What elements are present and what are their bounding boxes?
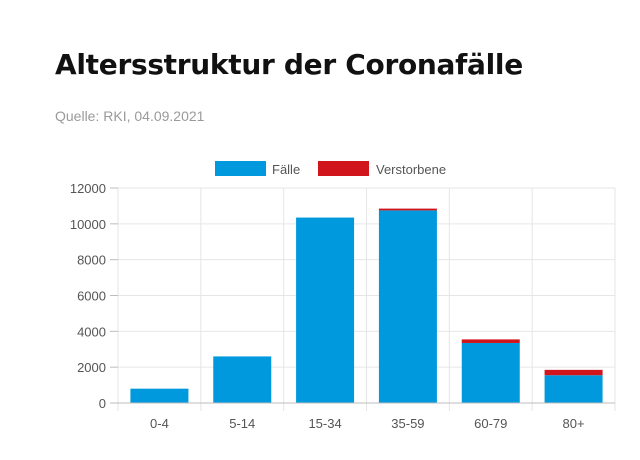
bar-deaths <box>378 208 437 211</box>
x-tick-label: 15-34 <box>308 416 341 431</box>
bar-cases <box>461 342 520 403</box>
bar-cases <box>213 356 272 403</box>
chart-grid <box>117 187 616 411</box>
legend-deaths-swatch <box>318 161 369 176</box>
bar-cases <box>378 210 437 403</box>
bar-cases <box>296 217 355 403</box>
chart-axes: 0 2000 4000 6000 8000 10000 12000 0-4 5-14 15-34 3… <box>70 181 615 431</box>
chart-bars <box>130 208 603 403</box>
bar-deaths <box>544 369 603 376</box>
y-tick-label: 2000 <box>77 360 106 375</box>
y-tick-label: 6000 <box>77 289 106 304</box>
y-tick-label: 8000 <box>77 253 106 268</box>
bar-cases <box>130 388 189 403</box>
bar-cases <box>544 375 603 403</box>
y-tick-label: 12000 <box>70 181 106 196</box>
legend-cases-swatch <box>215 161 266 176</box>
x-tick-label: 80+ <box>563 416 585 431</box>
y-tick-label: 4000 <box>77 324 106 339</box>
chart-legend: Fälle Verstorbene <box>215 161 446 177</box>
y-tick-label: 0 <box>99 396 106 411</box>
legend-cases-label: Fälle <box>272 162 300 177</box>
legend-deaths-label: Verstorbene <box>376 162 446 177</box>
bar-deaths <box>461 339 520 343</box>
x-tick-label: 60-79 <box>474 416 507 431</box>
y-tick-label: 10000 <box>70 217 106 232</box>
chart-title: Altersstruktur der Coronafälle <box>55 48 523 81</box>
x-tick-label: 0-4 <box>150 416 169 431</box>
x-tick-label: 5-14 <box>229 416 255 431</box>
chart-source: Quelle: RKI, 04.09.2021 <box>55 108 205 124</box>
x-tick-label: 35-59 <box>391 416 424 431</box>
